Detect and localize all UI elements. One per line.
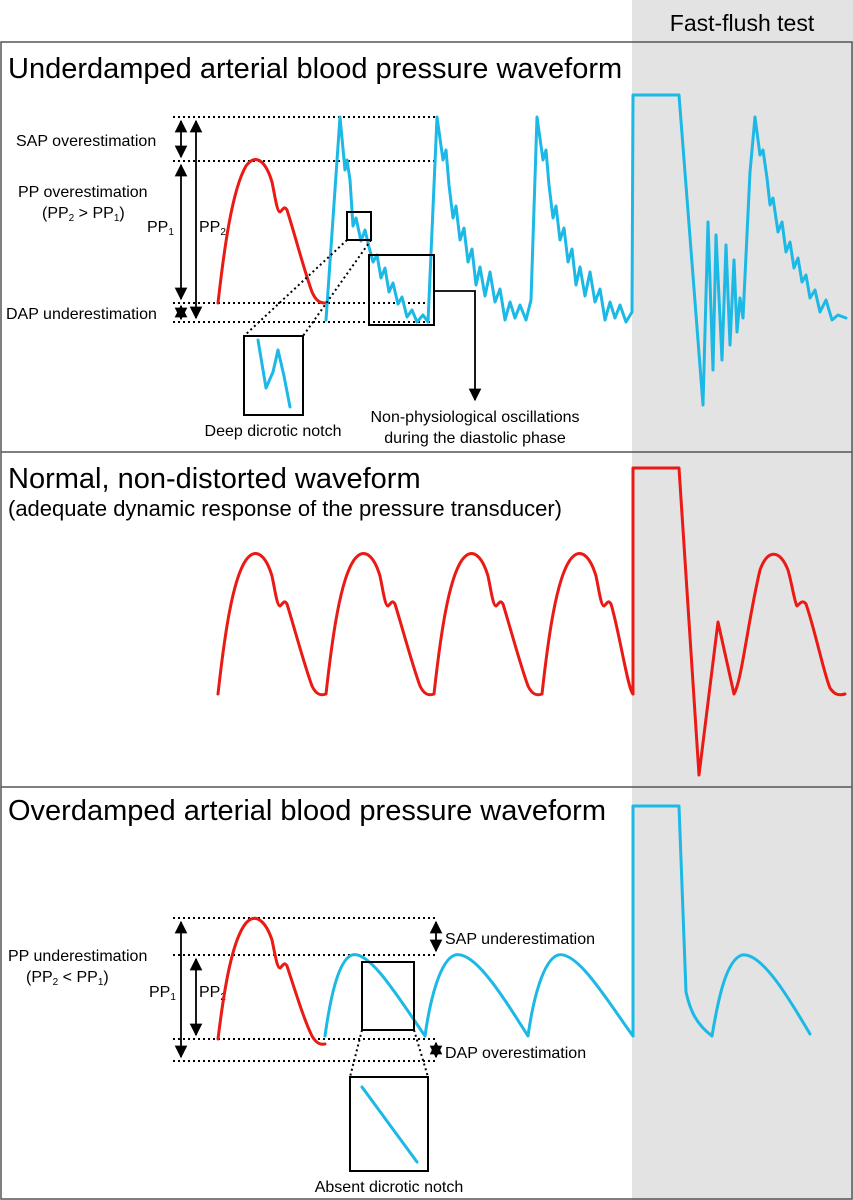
absent-notch-source-box [361,961,415,1031]
oscillation-label-line2: during the diastolic phase [384,430,566,447]
normal-reference-beat [216,158,327,305]
notch-zoom-box [243,335,304,416]
overdamped-panel: Overdamped arterial blood pressure wavef… [8,795,812,1196]
pp1-label: PP1 [147,219,174,238]
pp1-label: PP1 [149,984,176,1003]
pp-label-line1: PP overestimation [18,184,148,201]
pp2-label: PP2 [199,219,226,238]
normal-wave [216,552,635,697]
zoom-connector [243,239,348,337]
underdamped-fast-flush [630,93,848,407]
sap-label: SAP underestimation [445,931,595,948]
overdamped-wave [323,953,635,1038]
panel-title: Overdamped arterial blood pressure wavef… [8,795,606,827]
sap-label: SAP overestimation [16,133,156,150]
absent-notch-zoom-wave [360,1085,419,1164]
panel-subtitle: (adequate dynamic response of the pressu… [8,496,562,521]
pp-label-line1: PP underestimation [8,948,147,965]
zoom-connector [413,1029,429,1078]
panel-title: Normal, non-distorted waveform [8,463,421,495]
oscillation-zoom-source-box [368,254,435,326]
pp-label-line2: (PP2 < PP1) [26,969,109,988]
oscillation-label-line1: Non-physiological oscillations [371,409,580,426]
notch-zoom-source-box [346,211,372,241]
absent-notch-zoom-box [349,1076,429,1172]
normal-reference-beat [216,916,327,1046]
overdamped-fast-flush [631,804,812,1038]
fast-flush-region [632,0,853,1200]
underdamped-panel: Underdamped arterial blood pressure wave… [6,53,848,447]
normal-panel: Normal, non-distorted waveform (adequate… [8,463,847,777]
zoom-connector [349,1029,363,1078]
fast-flush-label: Fast-flush test [670,10,815,36]
normal-fast-flush [631,466,847,777]
dap-label: DAP underestimation [6,306,157,323]
panel-title: Underdamped arterial blood pressure wave… [8,53,622,85]
notch-label: Deep dicrotic notch [205,423,342,440]
panel-frame [0,41,853,1200]
notch-zoom-wave [256,338,292,409]
notch-label: Absent dicrotic notch [315,1179,464,1196]
oscillation-pointer [434,290,482,402]
pp-label-line2: (PP2 > PP1) [42,205,125,224]
dap-label: DAP overestimation [445,1045,586,1062]
